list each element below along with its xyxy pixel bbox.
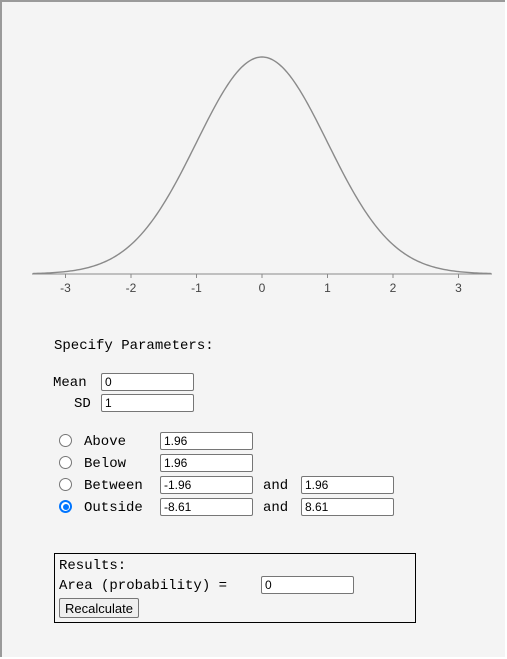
- between-radio[interactable]: [59, 478, 72, 491]
- above-radio[interactable]: [59, 434, 72, 447]
- sd-label: SD: [74, 396, 91, 412]
- recalculate-button[interactable]: Recalculate: [59, 598, 139, 618]
- normal-curve-plot: -3 -2 -1 0 1 2 3: [32, 56, 492, 295]
- x-tick-label: 3: [455, 281, 462, 295]
- between-and-label: and: [263, 478, 289, 494]
- outside-low-input[interactable]: [160, 498, 253, 516]
- between-high-input[interactable]: [301, 476, 394, 494]
- results-title: Results:: [59, 558, 127, 574]
- area-output[interactable]: [261, 576, 354, 594]
- below-input[interactable]: [160, 454, 253, 472]
- outside-radio[interactable]: [59, 500, 72, 513]
- density-curve: [32, 56, 492, 275]
- above-input[interactable]: [160, 432, 253, 450]
- outside-high-input[interactable]: [301, 498, 394, 516]
- area-label: Area (probability) =: [59, 578, 228, 594]
- x-tick-label: -1: [191, 281, 202, 295]
- params-title: Specify Parameters:: [54, 338, 214, 354]
- sd-input[interactable]: [101, 394, 194, 412]
- below-label: Below: [84, 456, 127, 472]
- x-tick-label: -2: [126, 281, 137, 295]
- above-label: Above: [84, 434, 127, 450]
- outside-and-label: and: [263, 500, 289, 516]
- results-panel: Results: Area (probability) = Recalculat…: [54, 553, 416, 623]
- x-tick-label: 0: [259, 281, 266, 295]
- x-tick-label: 1: [324, 281, 331, 295]
- x-axis-ticks: -3 -2 -1 0 1 2 3: [60, 274, 462, 295]
- between-label: Between: [84, 478, 143, 494]
- below-radio[interactable]: [59, 456, 72, 469]
- mean-input[interactable]: [101, 373, 194, 391]
- mean-label: Mean: [53, 375, 87, 391]
- between-low-input[interactable]: [160, 476, 253, 494]
- x-tick-label: 2: [390, 281, 397, 295]
- x-tick-label: -3: [60, 281, 71, 295]
- outside-label: Outside: [84, 500, 143, 516]
